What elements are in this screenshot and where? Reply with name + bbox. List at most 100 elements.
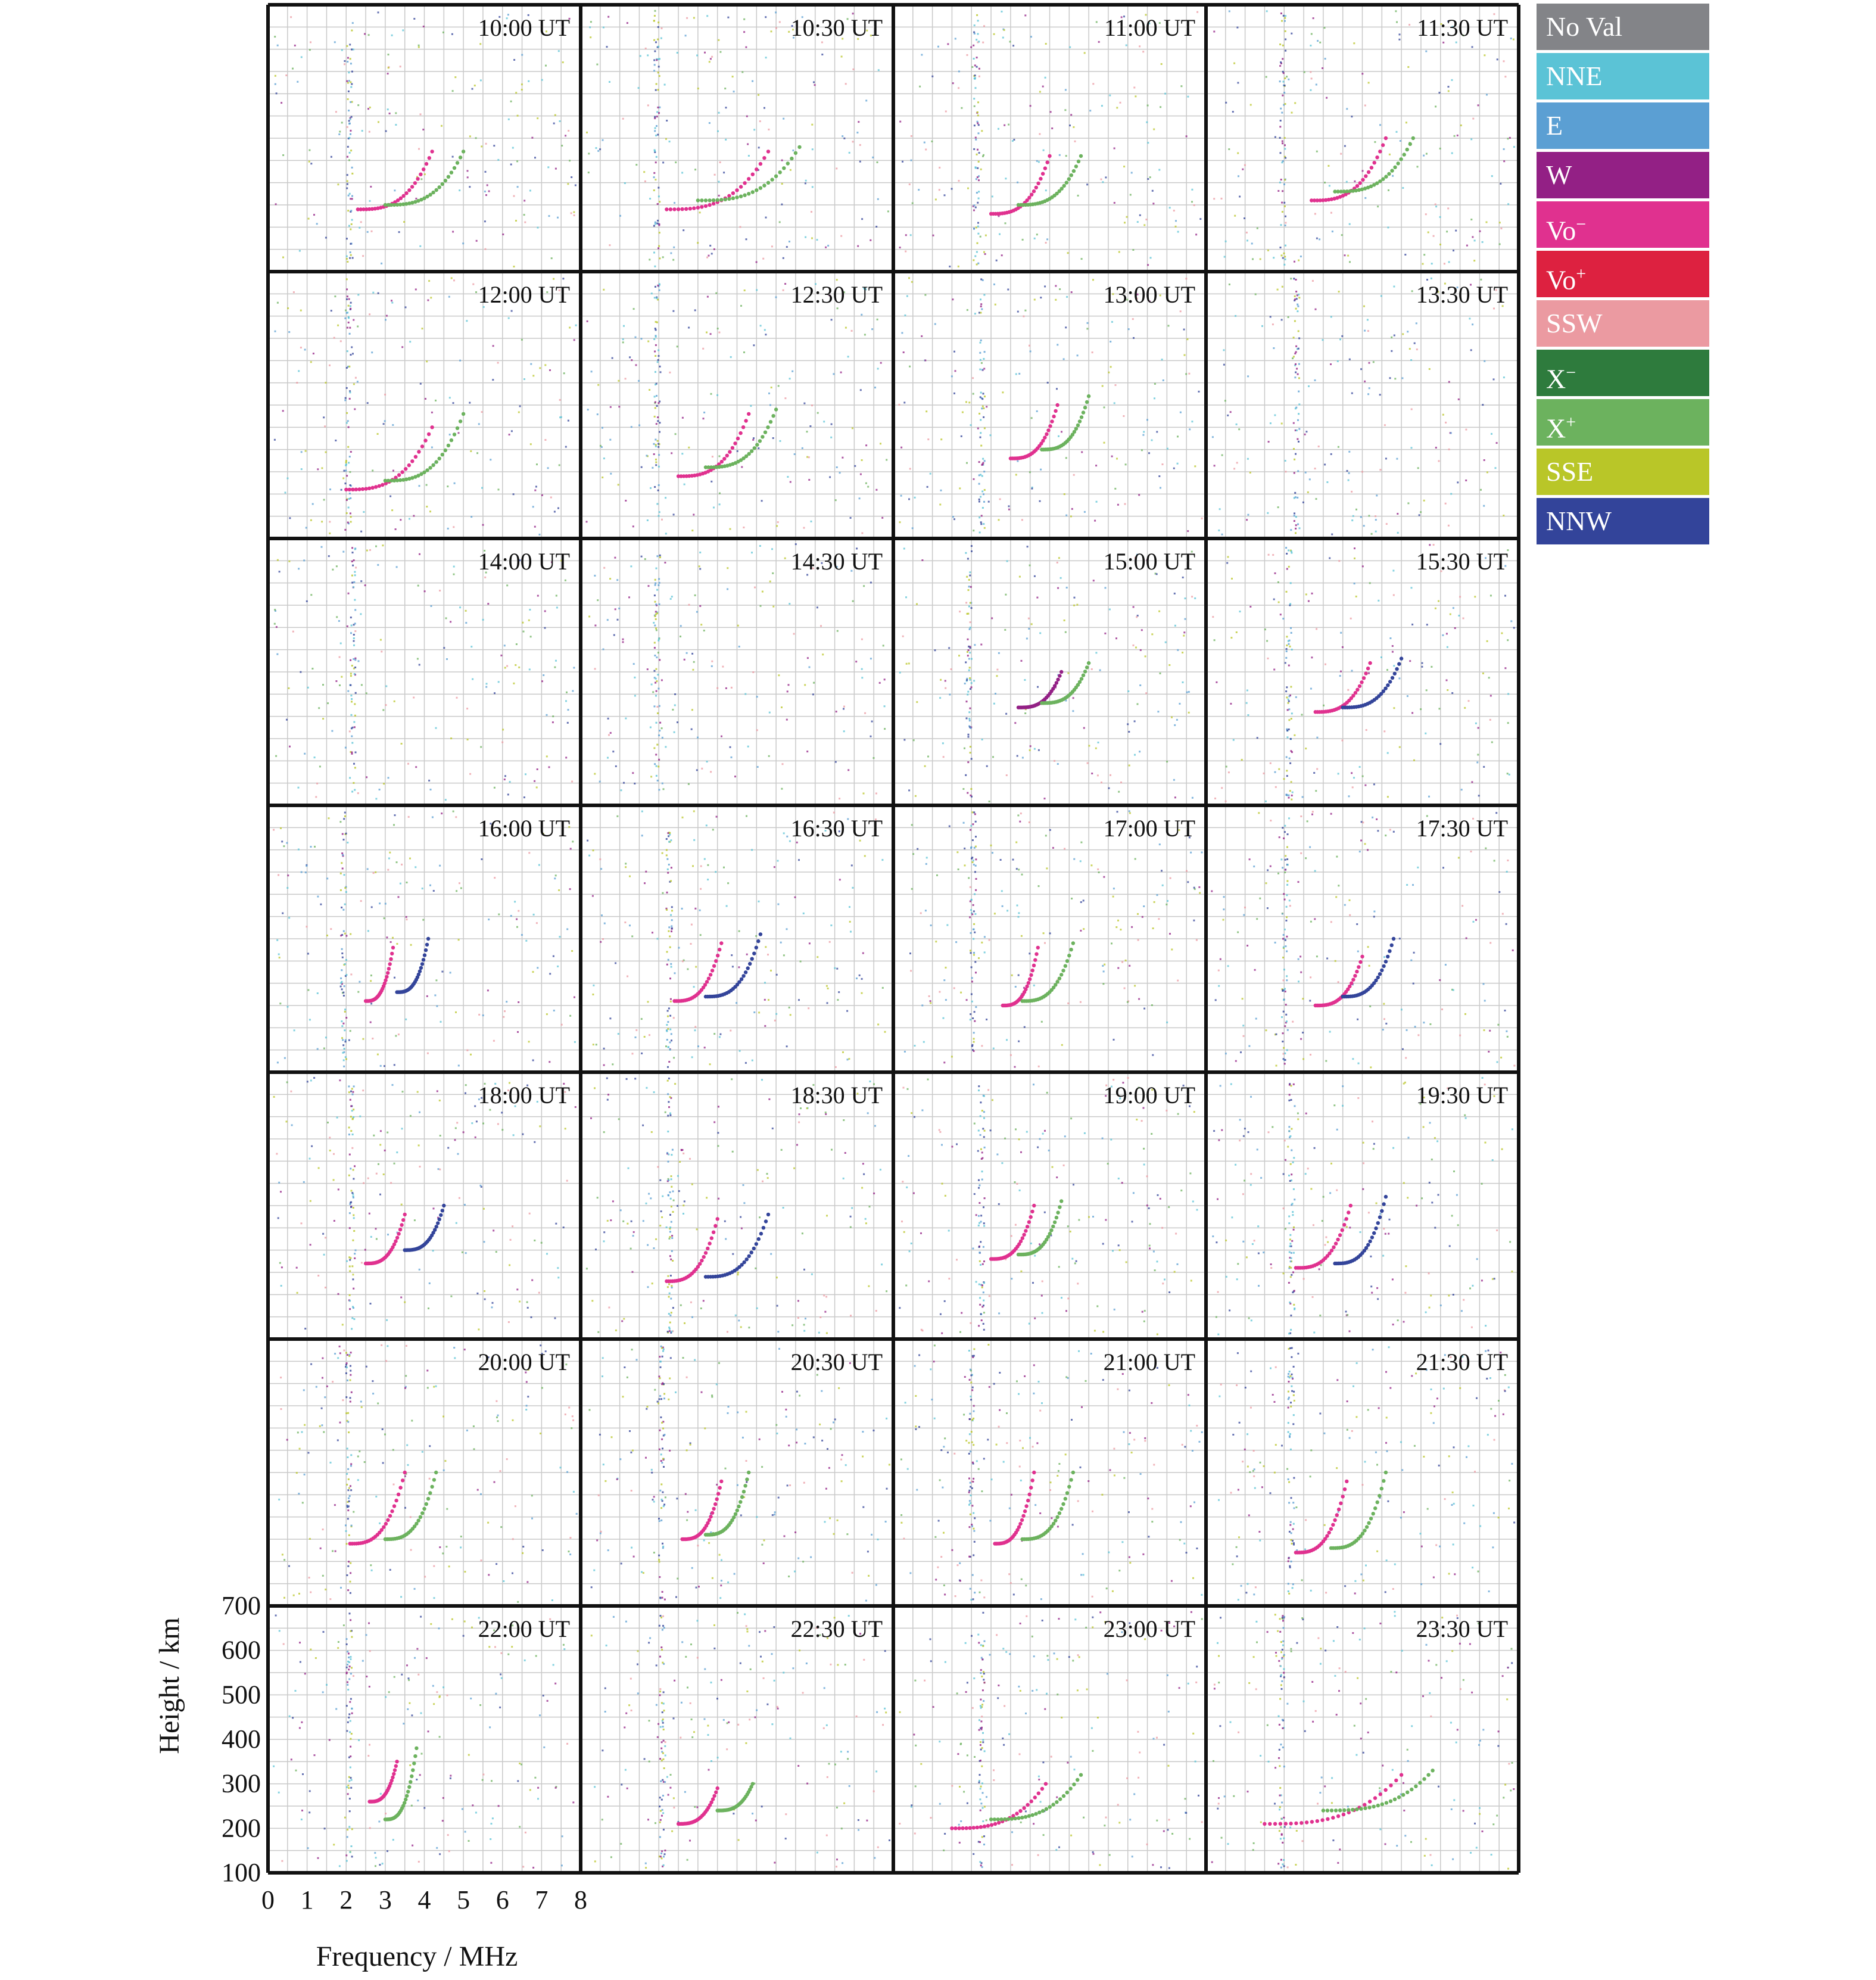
noise-dot — [1310, 976, 1312, 979]
noise-dot — [1410, 447, 1413, 449]
noise-dot — [537, 226, 539, 229]
noise-dot — [1097, 868, 1099, 870]
streak-dot — [1283, 104, 1285, 106]
noise-dot — [560, 416, 562, 418]
streak-dot — [351, 70, 353, 73]
noise-dot — [718, 180, 720, 183]
noise-dot — [526, 1301, 528, 1303]
streak-dot — [981, 308, 983, 310]
noise-dot — [1432, 544, 1435, 546]
noise-dot — [509, 1082, 510, 1084]
noise-dot — [1095, 465, 1098, 467]
streak-dot — [657, 298, 659, 301]
noise-dot — [650, 292, 653, 295]
panel-time-label: 16:00 UT — [478, 815, 570, 842]
noise-dot — [534, 1240, 536, 1241]
noise-dot — [1021, 519, 1023, 521]
noise-dot — [592, 994, 594, 995]
streak-dot — [1292, 337, 1295, 339]
streak-dot — [665, 849, 668, 851]
noise-dot — [842, 135, 844, 138]
noise-dot — [274, 36, 276, 38]
noise-dot — [684, 35, 687, 37]
noise-dot — [313, 214, 315, 216]
noise-dot — [859, 160, 861, 163]
noise-dot — [921, 1004, 924, 1007]
noise-dot — [514, 901, 516, 903]
streak-dot — [1284, 256, 1286, 258]
noise-dot — [970, 824, 973, 827]
noise-dot — [744, 1061, 747, 1064]
trace-point — [410, 201, 415, 205]
noise-dot — [877, 198, 879, 200]
noise-dot — [375, 798, 378, 800]
noise-dot — [1049, 932, 1051, 935]
noise-dot — [983, 251, 985, 253]
noise-dot — [603, 1064, 605, 1066]
noise-dot — [435, 399, 437, 401]
noise-dot — [1425, 689, 1428, 692]
noise-dot — [914, 795, 917, 797]
noise-dot — [387, 1234, 389, 1236]
streak-dot — [1283, 183, 1285, 185]
noise-dot — [1167, 900, 1168, 902]
streak-dot — [967, 792, 969, 794]
trace-point — [758, 932, 763, 936]
noise-dot — [706, 295, 709, 298]
noise-dot — [756, 696, 758, 698]
streak-dot — [973, 32, 976, 35]
noise-dot — [1386, 796, 1389, 798]
noise-dot — [1485, 221, 1488, 223]
noise-dot — [1146, 104, 1149, 107]
trace-point — [1048, 424, 1052, 428]
streak-dot — [346, 180, 348, 182]
noise-dot — [738, 930, 740, 932]
noise-dot — [1080, 841, 1083, 843]
noise-dot — [1140, 629, 1143, 631]
noise-dot — [1267, 512, 1269, 514]
noise-dot — [1183, 631, 1186, 634]
trace-point — [768, 420, 773, 424]
streak-dot — [666, 1010, 669, 1012]
noise-dot — [962, 788, 965, 790]
noise-dot — [911, 202, 914, 204]
streak-dot — [1295, 429, 1298, 431]
streak-dot — [977, 114, 979, 117]
trace-point — [392, 478, 397, 482]
noise-dot — [1494, 467, 1497, 469]
streak-dot — [347, 321, 350, 323]
noise-dot — [1166, 447, 1168, 450]
noise-dot — [1040, 297, 1042, 299]
streak-dot — [351, 29, 353, 32]
noise-dot — [902, 160, 903, 163]
trace-point — [422, 953, 427, 957]
noise-dot — [1284, 871, 1286, 873]
noise-dot — [455, 1222, 457, 1224]
noise-dot — [707, 864, 709, 866]
noise-dot — [1512, 38, 1514, 41]
noise-dot — [1377, 206, 1379, 208]
trace-point — [1086, 394, 1091, 399]
noise-dot — [335, 680, 338, 682]
noise-dot — [1316, 237, 1318, 239]
noise-dot — [593, 984, 595, 986]
noise-dot — [652, 932, 653, 934]
streak-dot — [1286, 1029, 1289, 1031]
noise-dot — [1166, 761, 1168, 763]
noise-dot — [1294, 260, 1295, 263]
noise-dot — [307, 989, 310, 991]
noise-dot — [693, 17, 695, 19]
noise-dot — [1137, 939, 1139, 941]
noise-dot — [1212, 616, 1214, 618]
trace-point — [1402, 152, 1406, 157]
noise-dot — [1316, 150, 1318, 152]
noise-dot — [300, 671, 302, 673]
noise-dot — [969, 916, 971, 919]
streak-dot — [345, 1017, 348, 1019]
streak-dot — [659, 659, 661, 661]
streak-dot — [1289, 582, 1292, 584]
noise-dot — [366, 549, 368, 552]
noise-dot — [644, 47, 647, 49]
noise-dot — [696, 769, 698, 771]
noise-dot — [681, 172, 684, 174]
